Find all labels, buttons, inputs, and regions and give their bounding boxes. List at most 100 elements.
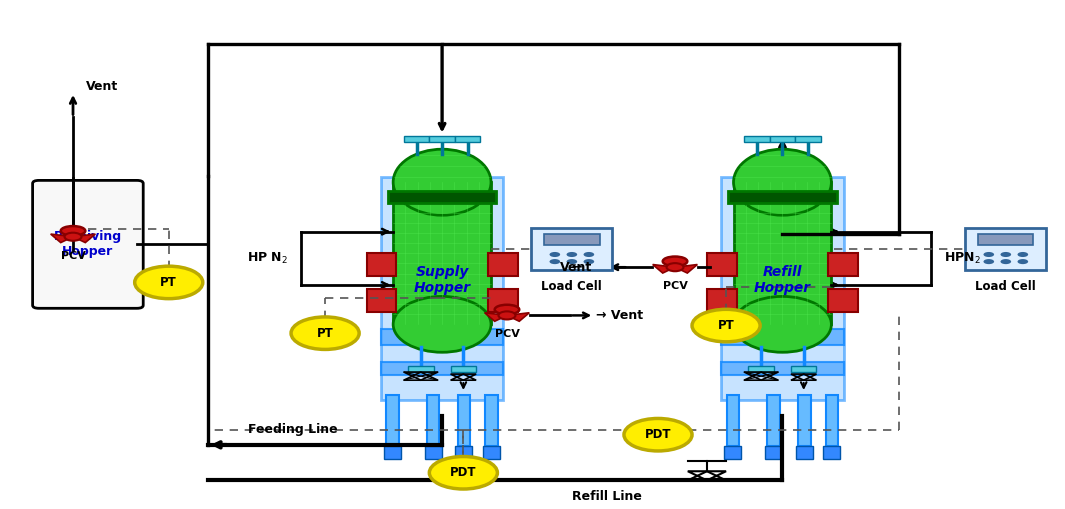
- Circle shape: [291, 317, 359, 349]
- Bar: [721, 329, 843, 345]
- Circle shape: [429, 457, 497, 489]
- Circle shape: [498, 312, 515, 320]
- Bar: [427, 395, 440, 446]
- Polygon shape: [507, 313, 529, 321]
- Text: Refill
Hopper: Refill Hopper: [754, 265, 812, 295]
- Circle shape: [983, 252, 994, 257]
- Bar: [456, 446, 473, 459]
- FancyBboxPatch shape: [721, 177, 843, 401]
- Text: Load Cell: Load Cell: [976, 279, 1036, 293]
- Circle shape: [624, 418, 692, 451]
- Text: → Vent: → Vent: [596, 309, 643, 322]
- FancyBboxPatch shape: [531, 229, 612, 270]
- Text: PDT: PDT: [450, 466, 477, 479]
- Circle shape: [550, 259, 560, 264]
- Bar: [796, 135, 821, 142]
- Ellipse shape: [734, 149, 832, 215]
- Text: Vent: Vent: [86, 80, 118, 94]
- Circle shape: [667, 263, 684, 271]
- Ellipse shape: [61, 226, 85, 236]
- FancyBboxPatch shape: [707, 253, 737, 276]
- Bar: [381, 362, 504, 375]
- Ellipse shape: [393, 296, 491, 352]
- Ellipse shape: [494, 305, 520, 315]
- Bar: [393, 182, 491, 324]
- FancyBboxPatch shape: [488, 289, 518, 312]
- Bar: [429, 135, 455, 142]
- Polygon shape: [51, 234, 73, 243]
- Bar: [486, 395, 498, 446]
- Bar: [455, 135, 480, 142]
- FancyBboxPatch shape: [488, 253, 518, 276]
- FancyBboxPatch shape: [366, 253, 396, 276]
- Bar: [724, 446, 741, 459]
- Bar: [388, 191, 496, 203]
- Text: Feeding Line: Feeding Line: [248, 422, 338, 436]
- Text: PT: PT: [161, 276, 177, 289]
- Polygon shape: [675, 265, 698, 273]
- Circle shape: [692, 309, 760, 342]
- Bar: [791, 366, 817, 372]
- Bar: [767, 395, 780, 446]
- FancyBboxPatch shape: [366, 289, 396, 312]
- Text: ←: ←: [571, 261, 581, 274]
- Circle shape: [1017, 259, 1028, 264]
- Bar: [408, 366, 433, 372]
- Polygon shape: [653, 265, 675, 273]
- Text: PT: PT: [718, 319, 735, 332]
- Text: HPN$_2$: HPN$_2$: [944, 251, 981, 266]
- Ellipse shape: [393, 149, 491, 215]
- Circle shape: [584, 252, 594, 257]
- Text: PCV: PCV: [662, 281, 688, 291]
- Ellipse shape: [662, 257, 687, 266]
- Circle shape: [1000, 252, 1011, 257]
- Bar: [726, 395, 739, 446]
- Circle shape: [550, 252, 560, 257]
- Text: HP N$_2$: HP N$_2$: [247, 251, 288, 266]
- Bar: [734, 182, 832, 324]
- Bar: [384, 446, 402, 459]
- FancyBboxPatch shape: [707, 289, 737, 312]
- Circle shape: [584, 259, 594, 264]
- Bar: [728, 191, 837, 203]
- Circle shape: [1017, 252, 1028, 257]
- Bar: [458, 395, 471, 446]
- Bar: [796, 446, 813, 459]
- Text: Vent: Vent: [560, 261, 592, 274]
- Circle shape: [983, 259, 994, 264]
- Bar: [978, 234, 1033, 245]
- Text: Supply
Hopper: Supply Hopper: [413, 265, 471, 295]
- Bar: [387, 395, 399, 446]
- Bar: [744, 135, 770, 142]
- Ellipse shape: [734, 296, 832, 352]
- FancyBboxPatch shape: [829, 289, 858, 312]
- Bar: [484, 446, 501, 459]
- Bar: [381, 329, 504, 345]
- Bar: [770, 135, 796, 142]
- Polygon shape: [485, 313, 507, 321]
- FancyBboxPatch shape: [965, 229, 1046, 270]
- Text: Receiving
Hopper: Receiving Hopper: [54, 231, 122, 259]
- Circle shape: [65, 233, 82, 241]
- Bar: [425, 446, 442, 459]
- Bar: [798, 395, 810, 446]
- Text: Load Cell: Load Cell: [541, 279, 602, 293]
- Bar: [765, 446, 782, 459]
- Text: Refill Line: Refill Line: [572, 490, 642, 502]
- FancyBboxPatch shape: [829, 253, 858, 276]
- FancyBboxPatch shape: [381, 177, 504, 401]
- Polygon shape: [73, 234, 96, 243]
- Text: PCV: PCV: [494, 329, 520, 340]
- Text: PCV: PCV: [61, 250, 85, 261]
- Bar: [749, 366, 774, 372]
- Bar: [450, 366, 476, 372]
- Circle shape: [567, 252, 577, 257]
- Bar: [544, 234, 600, 245]
- Bar: [404, 135, 429, 142]
- Text: PT: PT: [316, 327, 333, 340]
- Bar: [823, 446, 840, 459]
- Bar: [721, 362, 843, 375]
- Circle shape: [567, 259, 577, 264]
- Text: PDT: PDT: [644, 428, 671, 441]
- Circle shape: [134, 266, 202, 299]
